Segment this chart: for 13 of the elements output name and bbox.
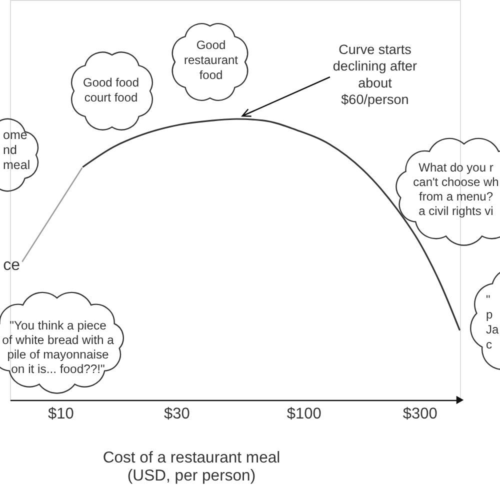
text: Good food court food <box>82 76 140 104</box>
x-axis-title: Cost of a restaurant meal (USD, per person) <box>102 450 280 484</box>
annotation: "You think a piece of white bread with a pile of mayonnaise on it is... food??!" <box>2 318 114 376</box>
x-tick-label: $100 <box>286 406 322 422</box>
text: Good restaurant food <box>184 38 239 82</box>
annotation: ce <box>3 256 20 274</box>
text: " p Ja c <box>486 292 499 352</box>
x-tick-label: $300 <box>402 406 438 422</box>
annotation: Curve starts declining after about $60/person <box>332 42 418 108</box>
annotation: ome nd meal <box>3 128 30 172</box>
x-tick-label: $30 <box>164 406 190 422</box>
annotation: What do you r can't choose wh from a menu? a civil rights vi <box>413 160 499 218</box>
x-tick-label: $10 <box>48 406 74 422</box>
